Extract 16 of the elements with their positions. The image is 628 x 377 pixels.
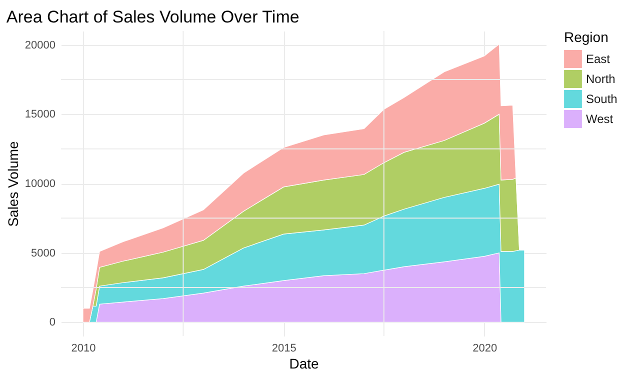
x-axis-title: Date [289, 356, 319, 372]
legend-label: West [586, 112, 614, 126]
x-tick-label: 2020 [472, 342, 498, 354]
y-axis-title: Sales Volume [4, 140, 21, 227]
legend-title: Region [564, 29, 608, 45]
legend-label: North [586, 72, 616, 86]
y-tick-label: 0 [49, 316, 56, 329]
x-tick-label: 2010 [71, 342, 96, 354]
y-tick-label: 15000 [24, 108, 56, 121]
y-tick-label: 20000 [24, 39, 56, 52]
legend-label: South [586, 92, 618, 106]
x-tick-label: 2015 [272, 342, 296, 354]
y-tick-label: 10000 [24, 178, 56, 190]
legend-label: East [586, 52, 611, 66]
y-tick-label: 5000 [31, 247, 56, 260]
chart-title: Area Chart of Sales Volume Over Time [6, 8, 300, 26]
